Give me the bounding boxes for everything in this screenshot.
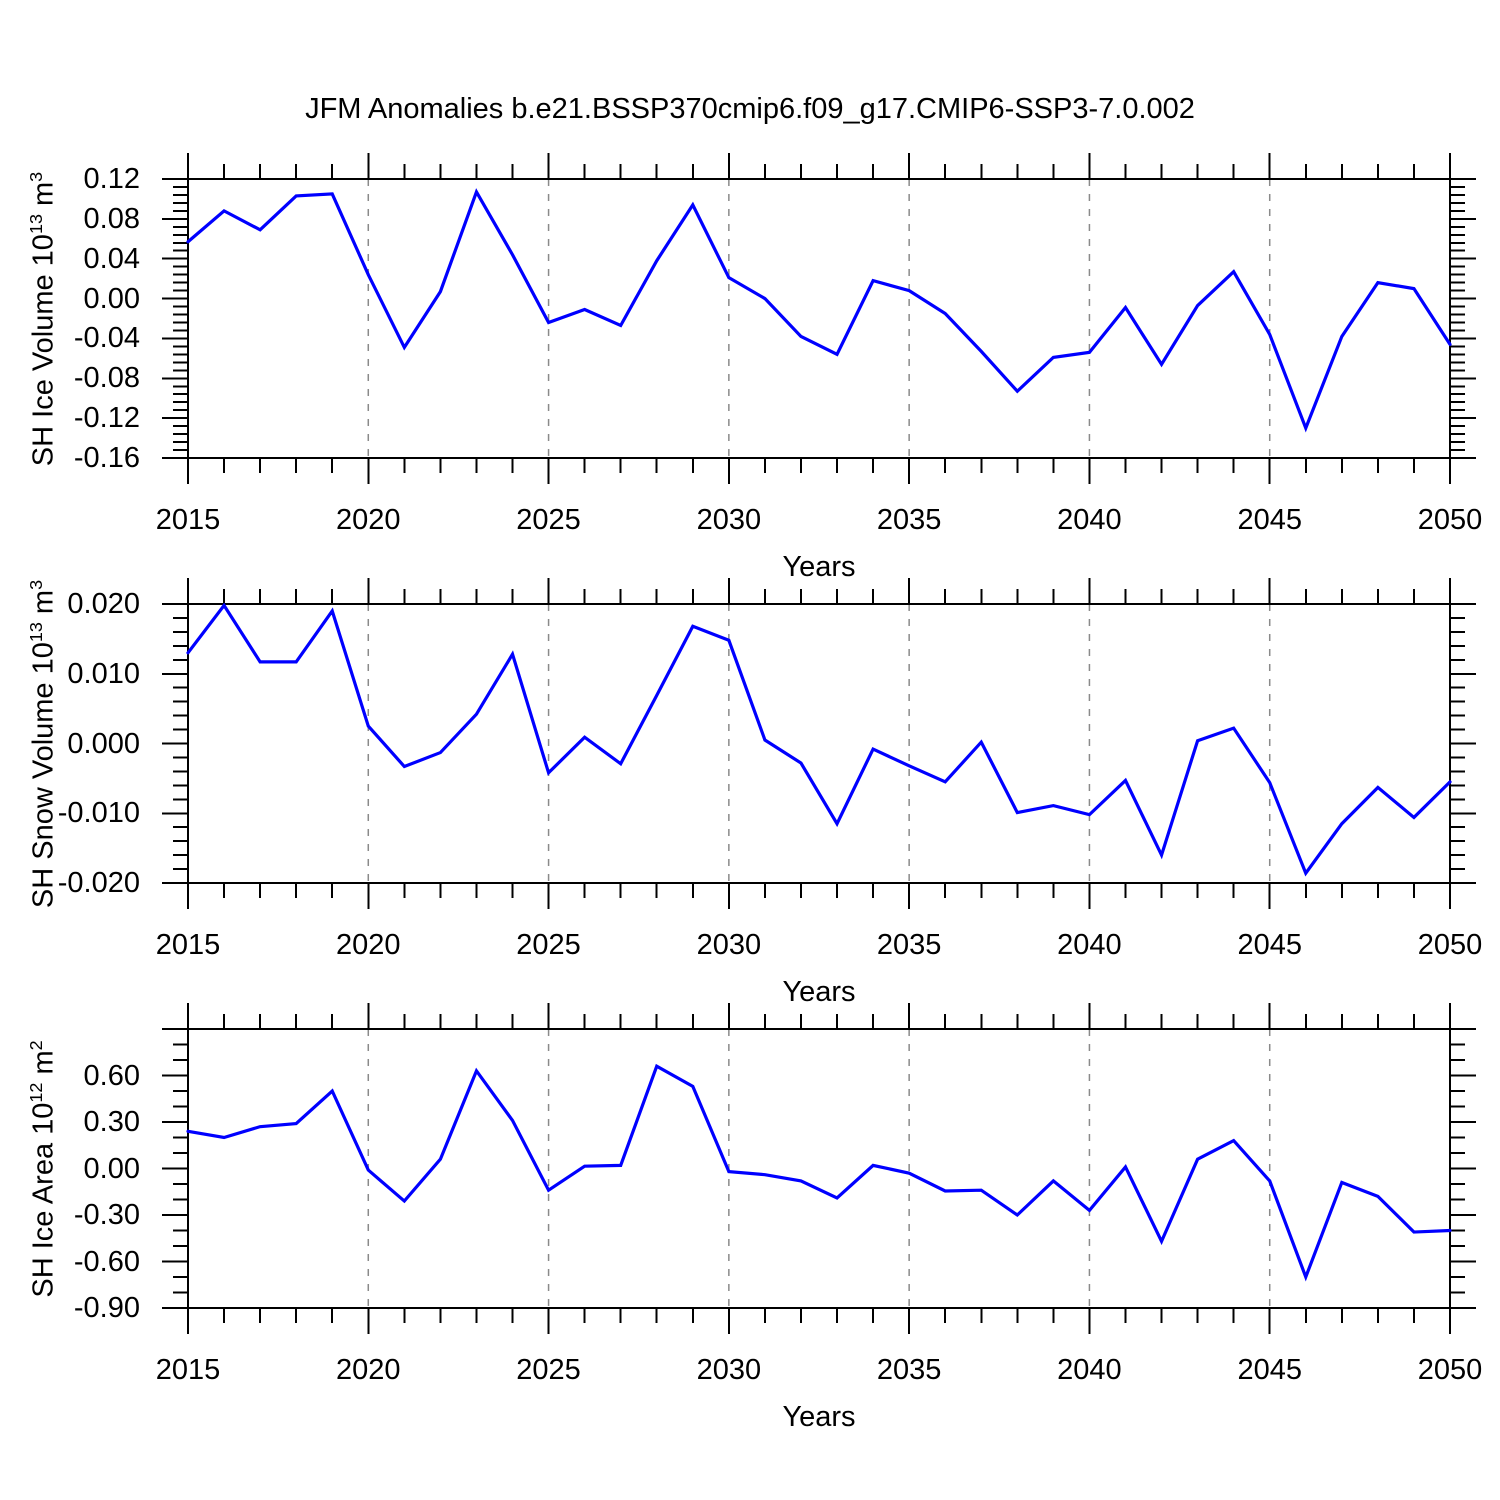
y-tick-label: 0.010 — [67, 657, 140, 690]
y-tick-label: -0.60 — [73, 1245, 140, 1278]
y-tick-label: -0.08 — [73, 362, 140, 395]
x-tick-label: 2045 — [1237, 929, 1302, 961]
axis-ticks — [162, 153, 1476, 484]
sh-snow-volume-plot-area — [162, 578, 1476, 909]
x-tick-label: 2030 — [696, 929, 762, 961]
x-tick-label: 2050 — [1417, 929, 1483, 961]
x-tick-label: 2025 — [516, 504, 581, 536]
y-tick-label: -0.90 — [73, 1292, 140, 1324]
x-axis-title: Years — [782, 976, 856, 1008]
y-tick-label: -0.010 — [57, 797, 140, 830]
x-tick-label: 2020 — [336, 929, 401, 961]
x-tick-label: 2015 — [155, 1354, 221, 1386]
y-tick-label: -0.16 — [73, 442, 140, 474]
x-axis-title: Years — [782, 1401, 856, 1433]
x-tick-label: 2050 — [1417, 1354, 1483, 1386]
x-tick-label: 2015 — [155, 504, 221, 536]
exponent-text: 13 — [26, 621, 46, 642]
plot-frame — [187, 178, 1451, 459]
unit-exponent-text: 3 — [26, 579, 46, 590]
y-tick-label: 0.30 — [83, 1106, 140, 1138]
axis-ticks — [162, 1003, 1476, 1334]
y-tick-label: -0.020 — [57, 867, 140, 899]
x-tick-label: 2020 — [336, 504, 401, 536]
y-tick-label: 0.12 — [83, 163, 140, 195]
sh-ice-area-plot-area — [162, 1003, 1476, 1334]
y-tick-label: 0.000 — [67, 727, 140, 760]
x-tick-label: 2020 — [336, 1354, 401, 1386]
sh-ice-area-data-line — [186, 1063, 1452, 1282]
sh-snow-volume-data-line — [186, 602, 1452, 877]
y-tick-label: 0.08 — [83, 202, 140, 235]
axis-ticks — [162, 578, 1476, 909]
sh-ice-volume-data-line — [186, 188, 1452, 433]
x-tick-label: 2015 — [155, 929, 221, 961]
y-tick-label: 0.04 — [83, 242, 140, 275]
x-tick-label: 2035 — [876, 504, 942, 536]
y-tick-label: -0.04 — [73, 322, 140, 355]
sh-ice-volume-plot-area — [162, 153, 1476, 484]
unit-exponent-text: 2 — [26, 1039, 46, 1050]
chart-title: JFM Anomalies b.e21.BSSP370cmip6.f09_g17… — [305, 93, 1195, 125]
plot-frame — [187, 603, 1451, 884]
y-tick-label: -0.12 — [73, 402, 140, 435]
x-tick-label: 2030 — [696, 504, 762, 536]
x-tick-label: 2045 — [1237, 1354, 1302, 1386]
x-tick-label: 2040 — [1057, 504, 1122, 536]
y-tick-label: 0.00 — [83, 1152, 140, 1185]
y-tick-label: 0.00 — [83, 282, 140, 315]
x-tick-label: 2040 — [1057, 1354, 1122, 1386]
y-tick-label: -0.30 — [73, 1199, 140, 1231]
x-tick-label: 2035 — [876, 929, 942, 961]
x-tick-label: 2045 — [1237, 504, 1302, 536]
x-axis-title: Years — [782, 551, 856, 583]
x-tick-label: 2040 — [1057, 929, 1122, 961]
y-tick-label: 0.020 — [67, 588, 140, 620]
y-tick-label: 0.60 — [83, 1059, 140, 1092]
x-tick-label: 2025 — [516, 1354, 581, 1386]
x-tick-label: 2025 — [516, 929, 581, 961]
x-tick-label: 2030 — [696, 1354, 762, 1386]
x-tick-label: 2035 — [876, 1354, 942, 1386]
x-tick-label: 2050 — [1417, 504, 1483, 536]
